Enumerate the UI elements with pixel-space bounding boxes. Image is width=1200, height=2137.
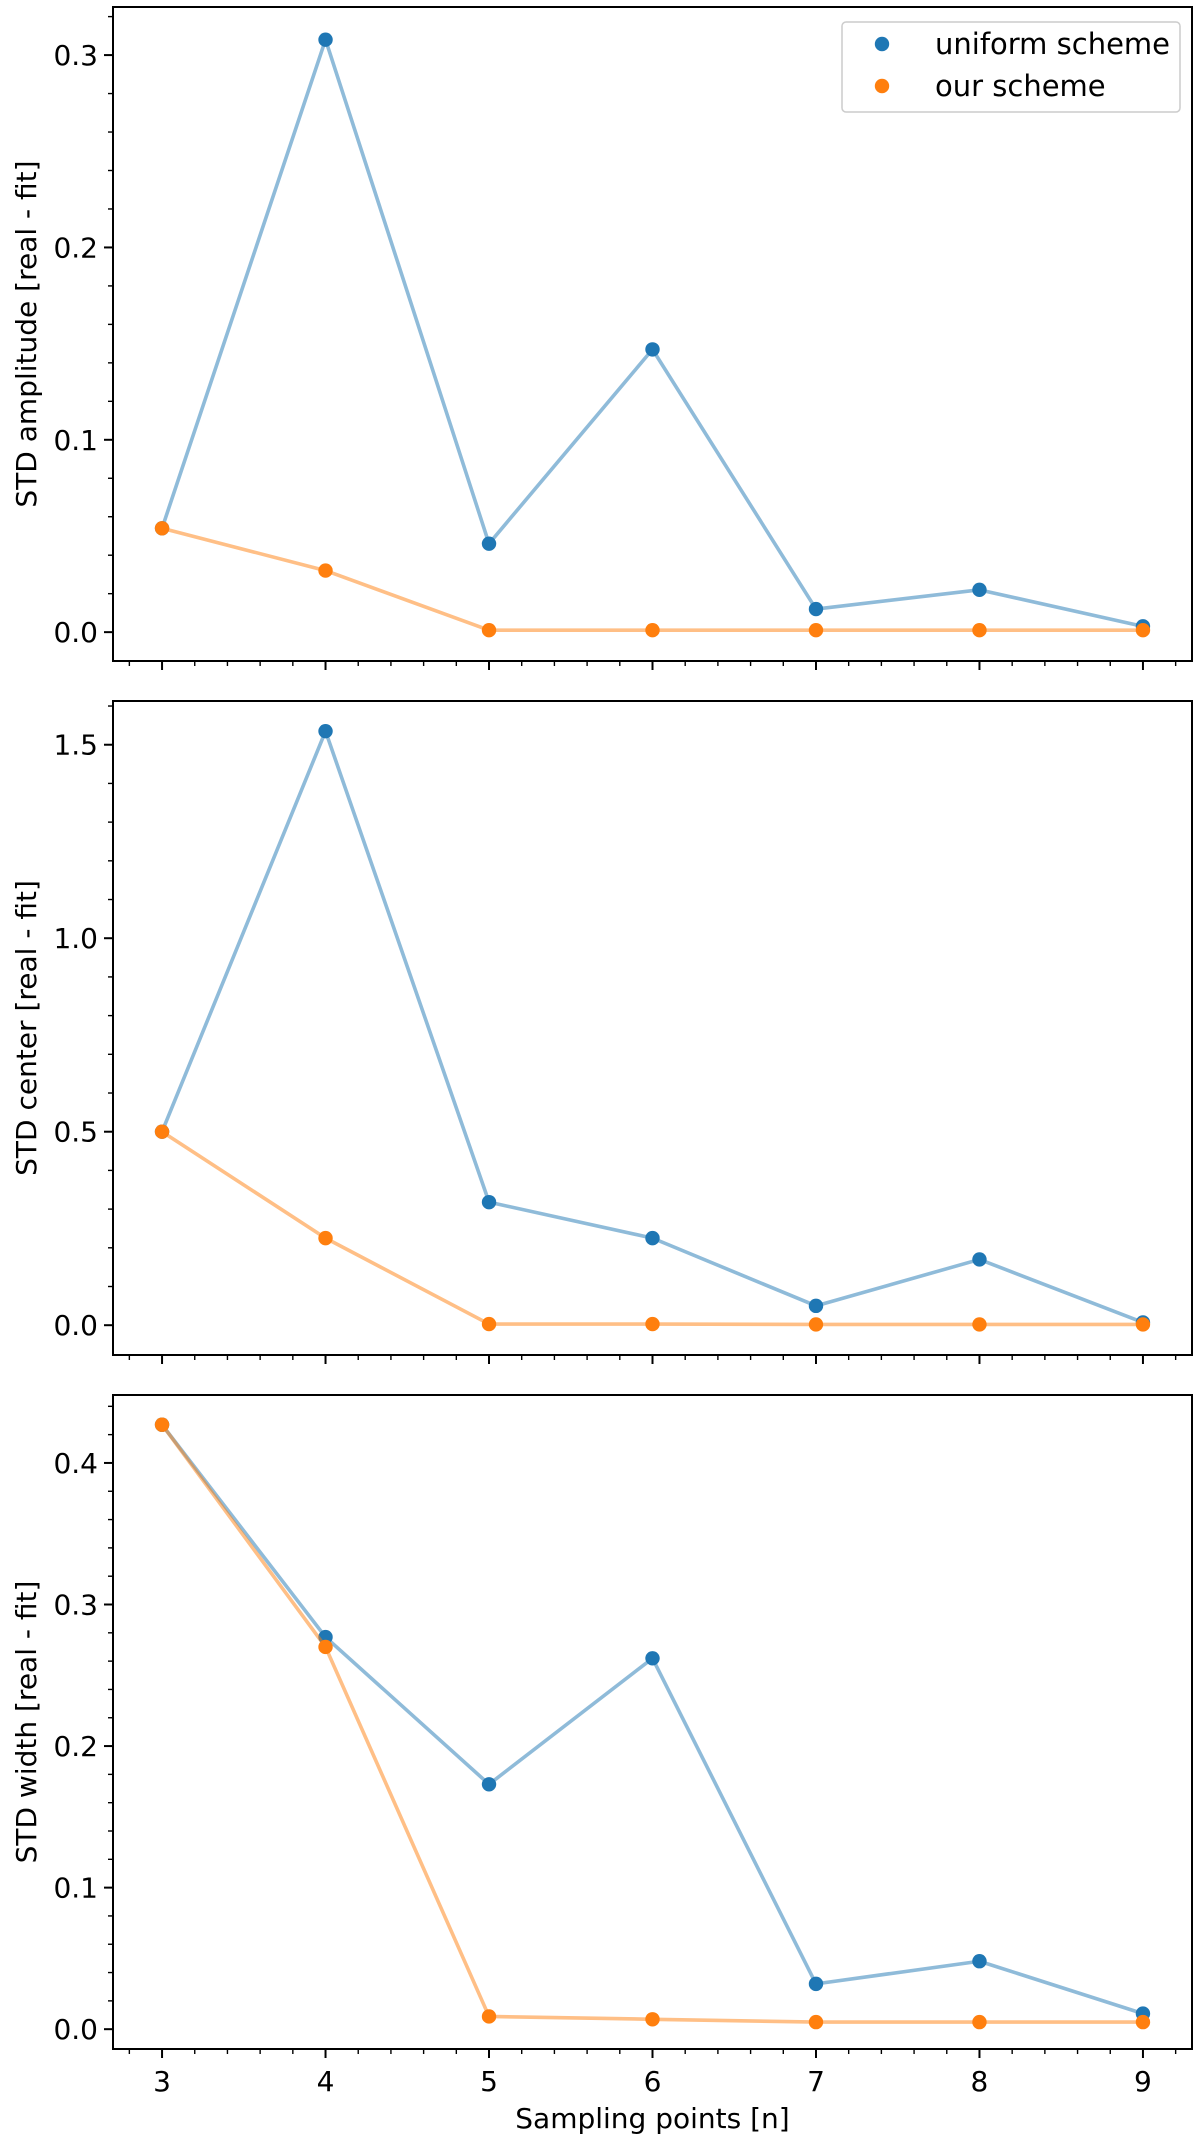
center-ylabel: STD center [real - fit] <box>10 880 43 1176</box>
center-point-uniform-4 <box>318 723 333 739</box>
width-point-ours-4 <box>318 1639 333 1655</box>
amplitude-point-uniform-5 <box>481 536 497 551</box>
amplitude-panel: 0.0 0.1 0.2 0.3 STD amplitude [real - fit] un… <box>10 6 1193 670</box>
amplitude-line-uniform <box>160 37 1144 629</box>
amplitude-ylabel: STD amplitude [real - fit] <box>10 160 43 507</box>
amplitude-series-ours <box>154 521 1151 638</box>
center-panel: 0.0 0.5 1.0 1.5 STD center [real - fit] <box>10 700 1193 1364</box>
width-series-uniform <box>154 1417 1151 2021</box>
amplitude-point-ours-8 <box>972 623 987 638</box>
center-ytick-label: 1.5 <box>53 729 98 762</box>
legend: uniform scheme our scheme <box>841 21 1181 113</box>
center-point-ours-7 <box>808 1317 824 1332</box>
width-ytick-label: 0.3 <box>53 1589 98 1622</box>
legend-marker-ours <box>874 78 890 94</box>
xtick-label: 6 <box>644 2065 662 2098</box>
width-point-ours-7 <box>808 2014 824 2030</box>
legend-marker-uniform <box>874 36 890 52</box>
width-line-ours <box>160 1423 1143 2024</box>
width-series-ours <box>154 1417 1151 2030</box>
center-point-ours-9 <box>1135 1317 1151 1332</box>
amplitude-ytick-label: 0.0 <box>53 616 98 649</box>
xtick-label: 5 <box>480 2065 498 2098</box>
xtick-label: 7 <box>807 2065 825 2098</box>
center-point-ours-8 <box>972 1317 987 1332</box>
xtick-label: 9 <box>1134 2065 1152 2098</box>
xtick-label: 8 <box>971 2065 989 2098</box>
width-ytick-label: 0.1 <box>53 1872 98 1905</box>
center-point-ours-3 <box>154 1124 170 1139</box>
amplitude-point-ours-9 <box>1135 623 1151 638</box>
center-series-ours <box>154 1124 1151 1332</box>
amplitude-point-ours-7 <box>808 623 824 638</box>
width-point-ours-6 <box>645 2012 660 2027</box>
width-point-uniform-6 <box>645 1651 660 1666</box>
width-ytick-label: 0.4 <box>53 1447 98 1480</box>
center-series-uniform <box>154 723 1151 1330</box>
width-ytick-label: 0.2 <box>53 1730 98 1763</box>
amplitude-point-uniform-7 <box>808 601 824 617</box>
amplitude-point-ours-3 <box>154 521 170 536</box>
center-axes-frame <box>112 700 1193 1356</box>
width-point-uniform-8 <box>972 1954 987 1969</box>
width-ytick-label: 0.0 <box>53 2013 98 2046</box>
width-ylabel: STD width [real - fit] <box>10 1581 43 1864</box>
legend-box <box>841 21 1181 113</box>
amplitude-ytick-label: 0.2 <box>53 231 98 264</box>
center-point-uniform-5 <box>481 1194 497 1210</box>
width-point-ours-9 <box>1135 2014 1151 2030</box>
center-line-ours <box>161 1130 1143 1327</box>
amplitude-point-uniform-6 <box>645 342 660 357</box>
amplitude-series-uniform <box>154 32 1151 634</box>
amplitude-point-uniform-8 <box>972 582 987 598</box>
center-point-ours-6 <box>645 1316 660 1332</box>
legend-label-ours: our scheme <box>935 69 1106 103</box>
width-point-uniform-7 <box>808 1976 824 1992</box>
amplitude-point-ours-6 <box>645 623 660 638</box>
amplitude-point-uniform-4 <box>318 32 333 47</box>
amplitude-point-ours-5 <box>481 623 497 638</box>
width-point-ours-3 <box>154 1417 170 1432</box>
width-axes-frame <box>112 1394 1193 2050</box>
center-point-uniform-8 <box>972 1252 987 1267</box>
center-ytick-label: 0.5 <box>53 1116 98 1149</box>
width-line-uniform <box>160 1423 1144 2016</box>
width-point-uniform-5 <box>481 1777 497 1792</box>
legend-label-uniform: uniform scheme <box>935 27 1170 61</box>
amplitude-point-ours-4 <box>318 563 333 578</box>
center-point-uniform-7 <box>808 1298 824 1314</box>
center-ytick-label: 1.0 <box>53 922 98 955</box>
center-point-uniform-6 <box>645 1230 660 1246</box>
width-panel: 0.0 0.1 0.2 0.3 0.4 STD width [real - fit] 3 4 5… <box>10 1394 1193 2135</box>
center-point-ours-4 <box>318 1230 333 1246</box>
width-point-ours-5 <box>481 2009 497 2024</box>
width-point-ours-8 <box>972 2014 987 2030</box>
xtick-label: 3 <box>153 2065 171 2098</box>
xtick-label: 4 <box>317 2065 335 2098</box>
amplitude-line-ours <box>161 526 1143 633</box>
center-point-ours-5 <box>481 1316 497 1332</box>
xlabel: Sampling points [n] <box>515 2102 789 2135</box>
amplitude-ytick-label: 0.1 <box>53 424 98 457</box>
center-ytick-label: 0.0 <box>53 1309 98 1342</box>
amplitude-ytick-label: 0.3 <box>53 39 98 72</box>
